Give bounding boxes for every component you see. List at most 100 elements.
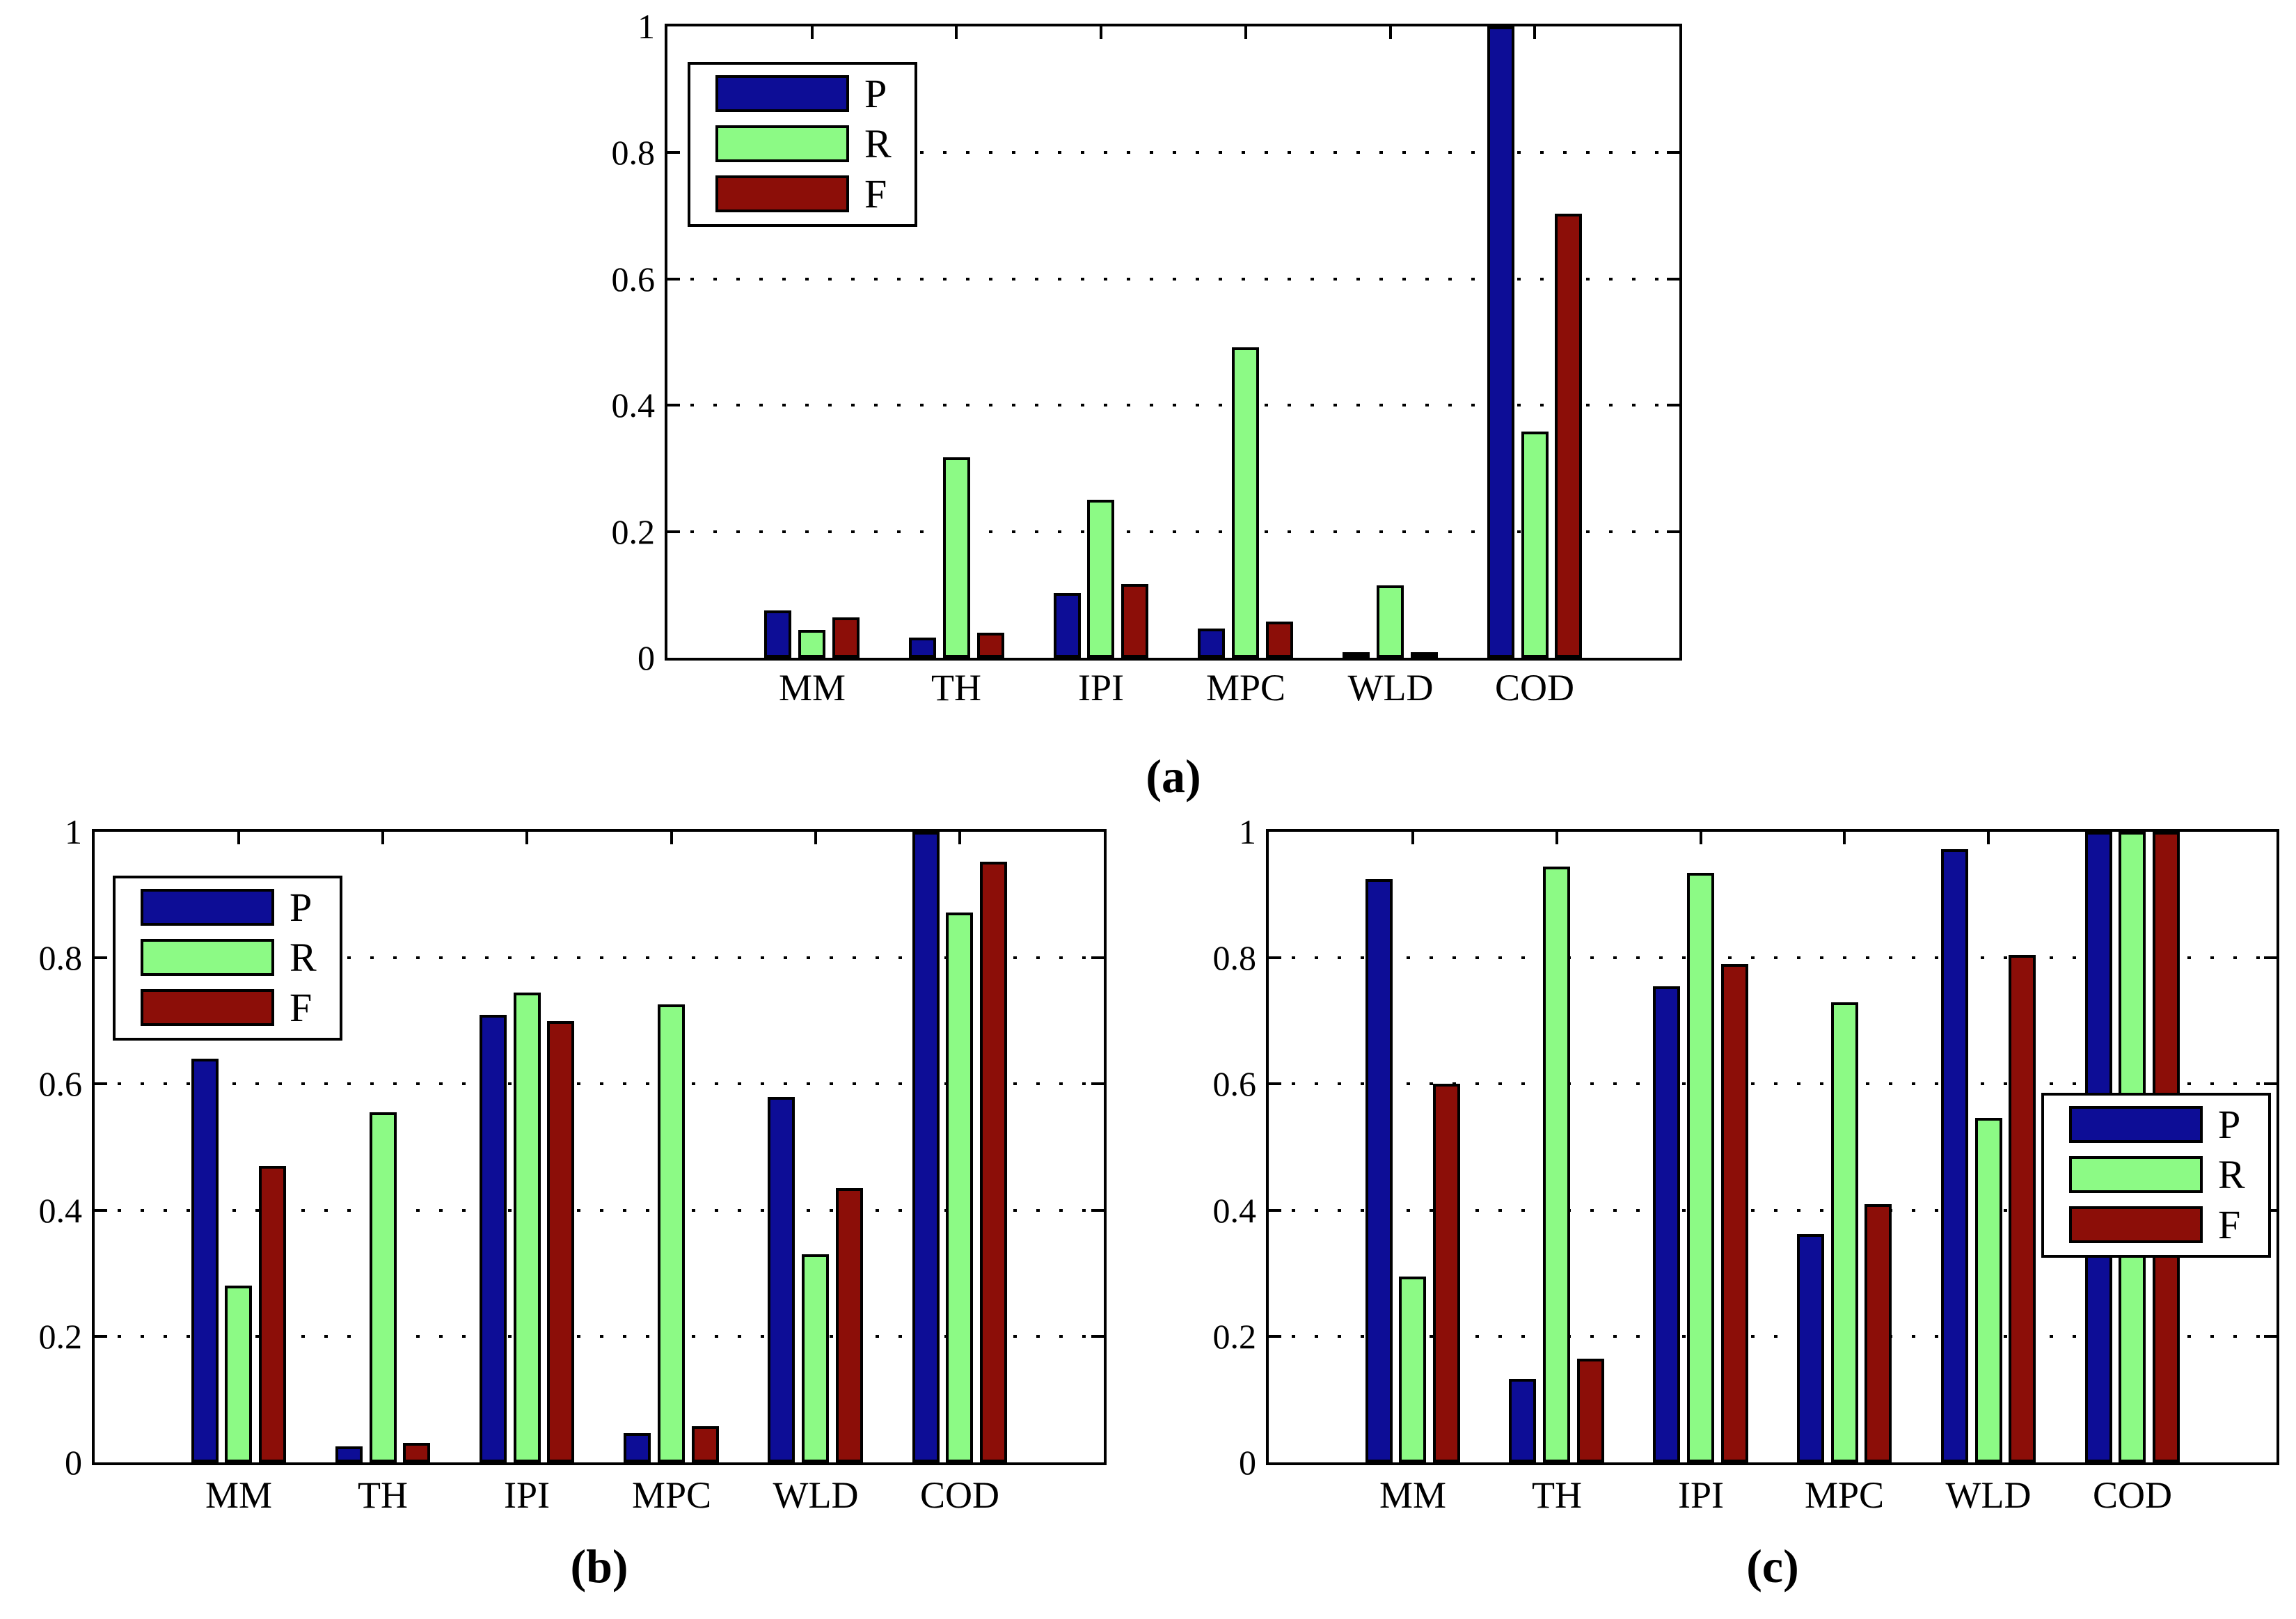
legend-label-F: F: [290, 985, 312, 1030]
bar-a-TH-F: [977, 633, 1004, 658]
ytick-label-0.2: 0.2: [611, 512, 656, 551]
category-label-IPI: IPI: [1078, 667, 1124, 709]
ytick-label-1: 1: [638, 7, 655, 46]
bar-b-MPC-R: [658, 1004, 685, 1462]
xtick-top-IPI: [1699, 832, 1702, 844]
bar-c-MM-F: [1433, 1084, 1460, 1462]
ytick-label-0.2: 0.2: [38, 1316, 83, 1356]
ytick-right-0.8: [1091, 956, 1104, 960]
xtick-top-MPC: [670, 832, 673, 844]
gridline-y-0.4: [667, 404, 1679, 407]
legend-label-R: R: [2218, 1152, 2245, 1197]
ytick-left-0.6: [95, 1082, 107, 1086]
bar-a-IPI-P: [1054, 593, 1081, 658]
category-label-TH: TH: [358, 1474, 408, 1516]
bar-c-IPI-R: [1687, 873, 1714, 1462]
ytick-label-0.8: 0.8: [38, 938, 83, 978]
ytick-left-0.8: [1269, 956, 1281, 960]
xtick-top-TH: [955, 26, 958, 39]
legend-label-R: R: [290, 935, 317, 980]
ytick-left-0.2: [667, 530, 680, 533]
bar-c-TH-P: [1509, 1379, 1536, 1462]
bar-b-MM-P: [191, 1059, 219, 1462]
bar-b-WLD-R: [802, 1254, 829, 1462]
legend-row-P: P: [2069, 1102, 2268, 1147]
legend-patch-P: [715, 75, 849, 112]
bar-a-COD-F: [1555, 214, 1582, 658]
category-label-MM: MM: [778, 667, 846, 709]
bar-b-MPC-F: [692, 1426, 719, 1462]
bar-a-IPI-F: [1121, 584, 1148, 658]
gridline-y-0.2: [95, 1334, 1104, 1338]
bar-b-IPI-P: [480, 1015, 507, 1462]
bar-c-TH-F: [1577, 1359, 1604, 1462]
chart-b-caption: (b): [570, 1540, 628, 1593]
gridline-y-0.6: [667, 277, 1679, 281]
xtick-top-MM: [237, 832, 241, 844]
bar-c-WLD-P: [1941, 849, 1968, 1462]
gridline-y-0.2: [667, 530, 1679, 533]
bar-a-COD-P: [1487, 26, 1514, 658]
category-label-MM: MM: [205, 1474, 273, 1516]
category-label-TH: TH: [931, 667, 981, 709]
ytick-right-0.8: [1667, 151, 1679, 155]
ytick-label-0.6: 0.6: [1212, 1064, 1257, 1104]
bar-b-COD-F: [980, 862, 1007, 1462]
category-label-WLD: WLD: [773, 1474, 859, 1516]
category-label-MPC: MPC: [1205, 667, 1286, 709]
ytick-label-0.4: 0.4: [1212, 1190, 1257, 1230]
legend-patch-R: [715, 125, 849, 162]
ytick-right-0.2: [2264, 1334, 2277, 1338]
legend-row-R: R: [141, 935, 340, 980]
xtick-top-WLD: [1388, 26, 1392, 39]
legend-label-P: P: [864, 71, 887, 116]
ytick-right-0.6: [1667, 277, 1679, 281]
legend-patch-P: [2069, 1106, 2203, 1143]
legend-patch-P: [141, 889, 274, 926]
bar-b-WLD-P: [768, 1097, 795, 1462]
category-label-COD: COD: [2092, 1474, 2172, 1516]
ytick-label-0.2: 0.2: [1212, 1316, 1257, 1356]
bar-a-MPC-P: [1198, 629, 1225, 658]
bar-b-IPI-R: [514, 993, 541, 1462]
legend-row-F: F: [141, 985, 340, 1030]
gridline-y-0.8: [667, 151, 1679, 155]
bar-a-MM-F: [832, 617, 860, 658]
ytick-label-0.6: 0.6: [611, 259, 656, 299]
category-label-COD: COD: [919, 1474, 999, 1516]
ytick-left-0.4: [95, 1208, 107, 1212]
bar-c-WLD-R: [1975, 1118, 2002, 1462]
xtick-top-WLD: [1987, 832, 1990, 844]
xtick-top-MPC: [1843, 832, 1846, 844]
ytick-label-0.4: 0.4: [38, 1190, 83, 1230]
ytick-label-0: 0: [65, 1443, 82, 1482]
ytick-left-0.2: [1269, 1334, 1281, 1338]
bar-b-WLD-F: [836, 1188, 863, 1462]
bar-a-TH-P: [909, 638, 936, 658]
xtick-top-MM: [1411, 832, 1414, 844]
ytick-right-0.4: [1667, 404, 1679, 407]
bar-c-MPC-P: [1797, 1234, 1824, 1462]
xtick-top-WLD: [814, 832, 817, 844]
gridline-y-0.2: [1269, 1334, 2277, 1338]
xtick-top-TH: [1555, 832, 1558, 844]
legend-label-F: F: [2218, 1202, 2241, 1247]
xtick-top-IPI: [525, 832, 529, 844]
legend-label-P: P: [2218, 1102, 2241, 1147]
bar-c-MM-R: [1399, 1277, 1426, 1462]
bar-a-MPC-R: [1232, 347, 1259, 658]
legend-row-R: R: [2069, 1152, 2268, 1197]
bar-a-WLD-F: [1411, 652, 1438, 658]
xtick-top-COD: [958, 832, 961, 844]
gridline-y-0.6: [95, 1082, 1104, 1086]
bar-b-IPI-F: [547, 1021, 574, 1462]
xtick-top-MPC: [1244, 26, 1247, 39]
ytick-label-0.6: 0.6: [38, 1064, 83, 1104]
bar-b-TH-R: [370, 1112, 397, 1462]
legend-label-R: R: [864, 121, 892, 166]
bar-a-MM-P: [764, 610, 791, 658]
